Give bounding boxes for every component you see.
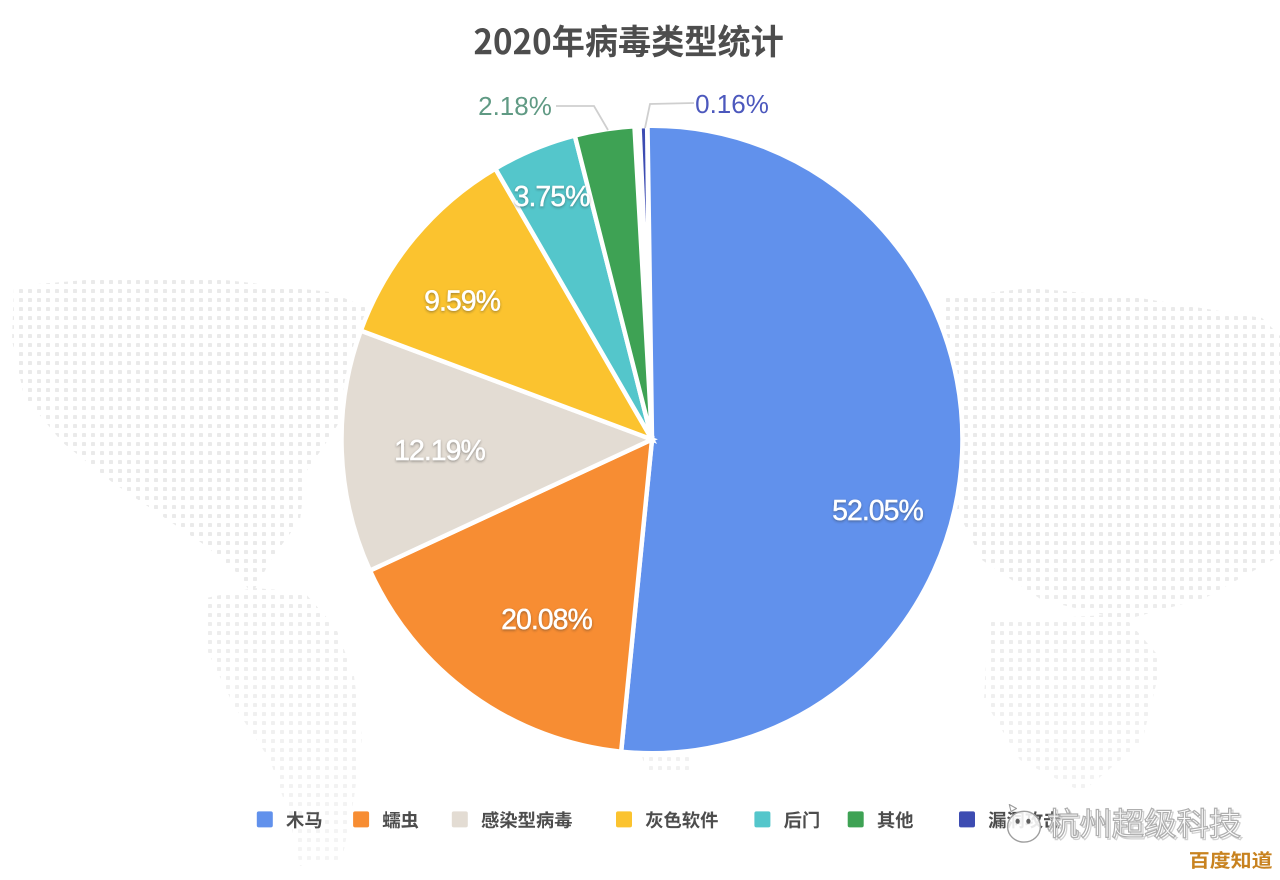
svg-text:3.75%: 3.75% (514, 181, 590, 213)
svg-text:52.05%: 52.05% (832, 495, 923, 527)
svg-text:0.16%: 0.16% (695, 89, 769, 119)
svg-text:9.59%: 9.59% (424, 286, 500, 318)
svg-text:12.19%: 12.19% (394, 435, 485, 467)
svg-text:2.18%: 2.18% (478, 91, 552, 121)
svg-text:20.08%: 20.08% (501, 604, 592, 636)
